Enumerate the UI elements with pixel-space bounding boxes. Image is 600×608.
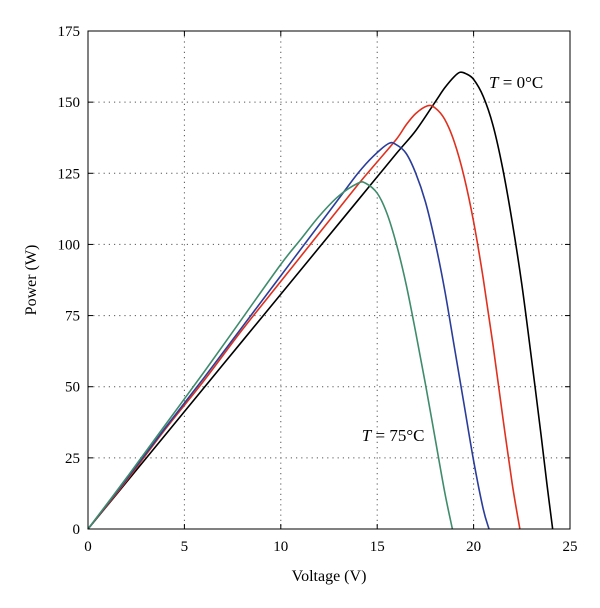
y-tick-label: 25 [65, 451, 80, 467]
grid [88, 31, 570, 529]
x-tick-label: 5 [181, 539, 189, 555]
tick-marks [87, 30, 571, 530]
series-line-3 [87, 181, 454, 530]
series-line-2 [87, 141, 490, 530]
x-tick-label: 0 [84, 539, 92, 555]
annotation-variable: T [362, 426, 373, 445]
x-tick-label: 10 [273, 539, 288, 555]
annotation-t-75c: T = 75°C [362, 426, 425, 445]
series-group [87, 71, 554, 530]
y-tick-label: 125 [58, 166, 81, 182]
x-tick-label: 20 [466, 539, 481, 555]
annotation-value: = 75°C [371, 426, 424, 445]
series-line-1 [87, 104, 521, 530]
x-tick-label: 25 [563, 539, 578, 555]
annotation-t-0c: T = 0°C [489, 73, 543, 92]
x-tick-label: 15 [370, 539, 385, 555]
y-tick-label: 175 [58, 24, 81, 40]
x-tick-labels: 0 5 10 15 20 25 [84, 539, 577, 555]
plot-frame [87, 30, 571, 530]
series-line-0 [87, 71, 554, 530]
y-tick-label: 50 [65, 380, 80, 396]
y-tick-label: 100 [58, 237, 81, 253]
y-tick-label: 75 [65, 309, 80, 325]
y-tick-label: 0 [73, 522, 81, 538]
annotation-value: = 0°C [498, 73, 543, 92]
y-tick-labels: 0 25 50 75 100 125 150 175 [58, 24, 81, 538]
y-tick-label: 150 [58, 95, 81, 111]
y-axis-label: Power (W) [23, 245, 40, 316]
x-axis-label: Voltage (V) [292, 568, 367, 585]
annotation-variable: T [489, 73, 500, 92]
